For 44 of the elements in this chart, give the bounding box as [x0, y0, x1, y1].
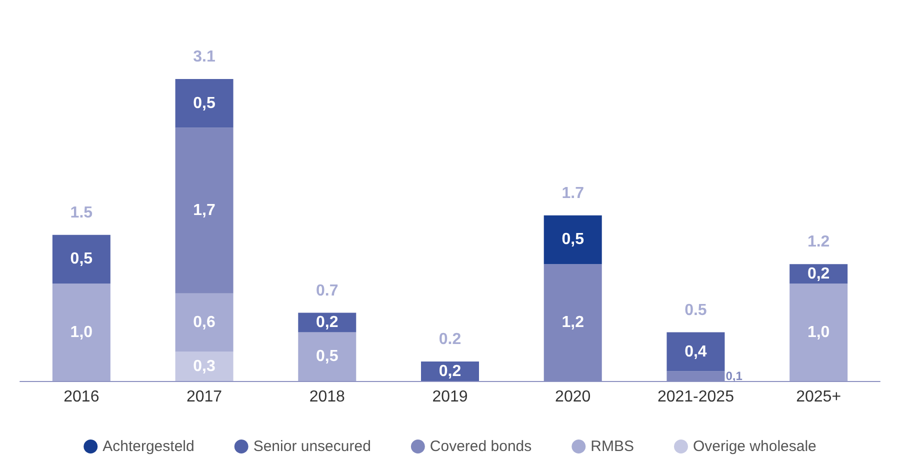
total-label: 0.5 [684, 302, 707, 319]
x-tick-label: 2018 [309, 388, 346, 406]
legend-label: Achtergesteld [102, 438, 194, 455]
data-label: 1,2 [562, 314, 584, 332]
data-label: 1,7 [193, 202, 216, 219]
legend-label: RMBS [590, 438, 634, 455]
total-label: 0.7 [316, 282, 338, 300]
data-label: 0,4 [684, 343, 707, 360]
total-label: 1.2 [807, 234, 830, 251]
x-tick-label: 2019 [432, 388, 468, 406]
x-tick-label: 2016 [64, 388, 100, 406]
total-label: 0.2 [438, 331, 462, 348]
data-label: 0,2 [316, 314, 338, 332]
data-label: 0,2 [807, 265, 830, 282]
bar [544, 215, 602, 264]
legend-label: Overige wholesale [692, 438, 816, 455]
data-label: 1,0 [70, 324, 93, 341]
data-label: 0,5 [562, 231, 584, 248]
bar [790, 284, 848, 381]
data-label: 0,5 [193, 94, 216, 112]
legend-label: Covered bonds [430, 438, 532, 455]
bar [175, 352, 234, 381]
bar [175, 128, 234, 294]
total-label: 3.1 [193, 48, 216, 66]
data-label: 1,0 [807, 324, 830, 341]
x-tick-label: 2021-2025 [657, 388, 734, 406]
data-label: 0,3 [193, 358, 216, 375]
data-label: 0,5 [316, 348, 338, 366]
bar [52, 234, 110, 284]
data-label: 0,6 [193, 314, 216, 332]
x-tick-label: 2025+ [796, 388, 842, 406]
data-label: 0,1 [726, 369, 743, 384]
x-tick-label: 2017 [186, 388, 222, 406]
bar [52, 284, 110, 381]
bar [175, 293, 234, 352]
legend-label: Senior unsecured [253, 438, 371, 455]
total-label: 1.5 [70, 204, 93, 222]
total-label: 1.7 [562, 184, 584, 202]
bar [298, 332, 356, 381]
bar [666, 332, 725, 372]
data-label: 0,2 [438, 362, 462, 380]
data-label: 0,5 [70, 250, 93, 268]
bar [175, 78, 234, 128]
x-tick-label: 2020 [555, 388, 591, 406]
